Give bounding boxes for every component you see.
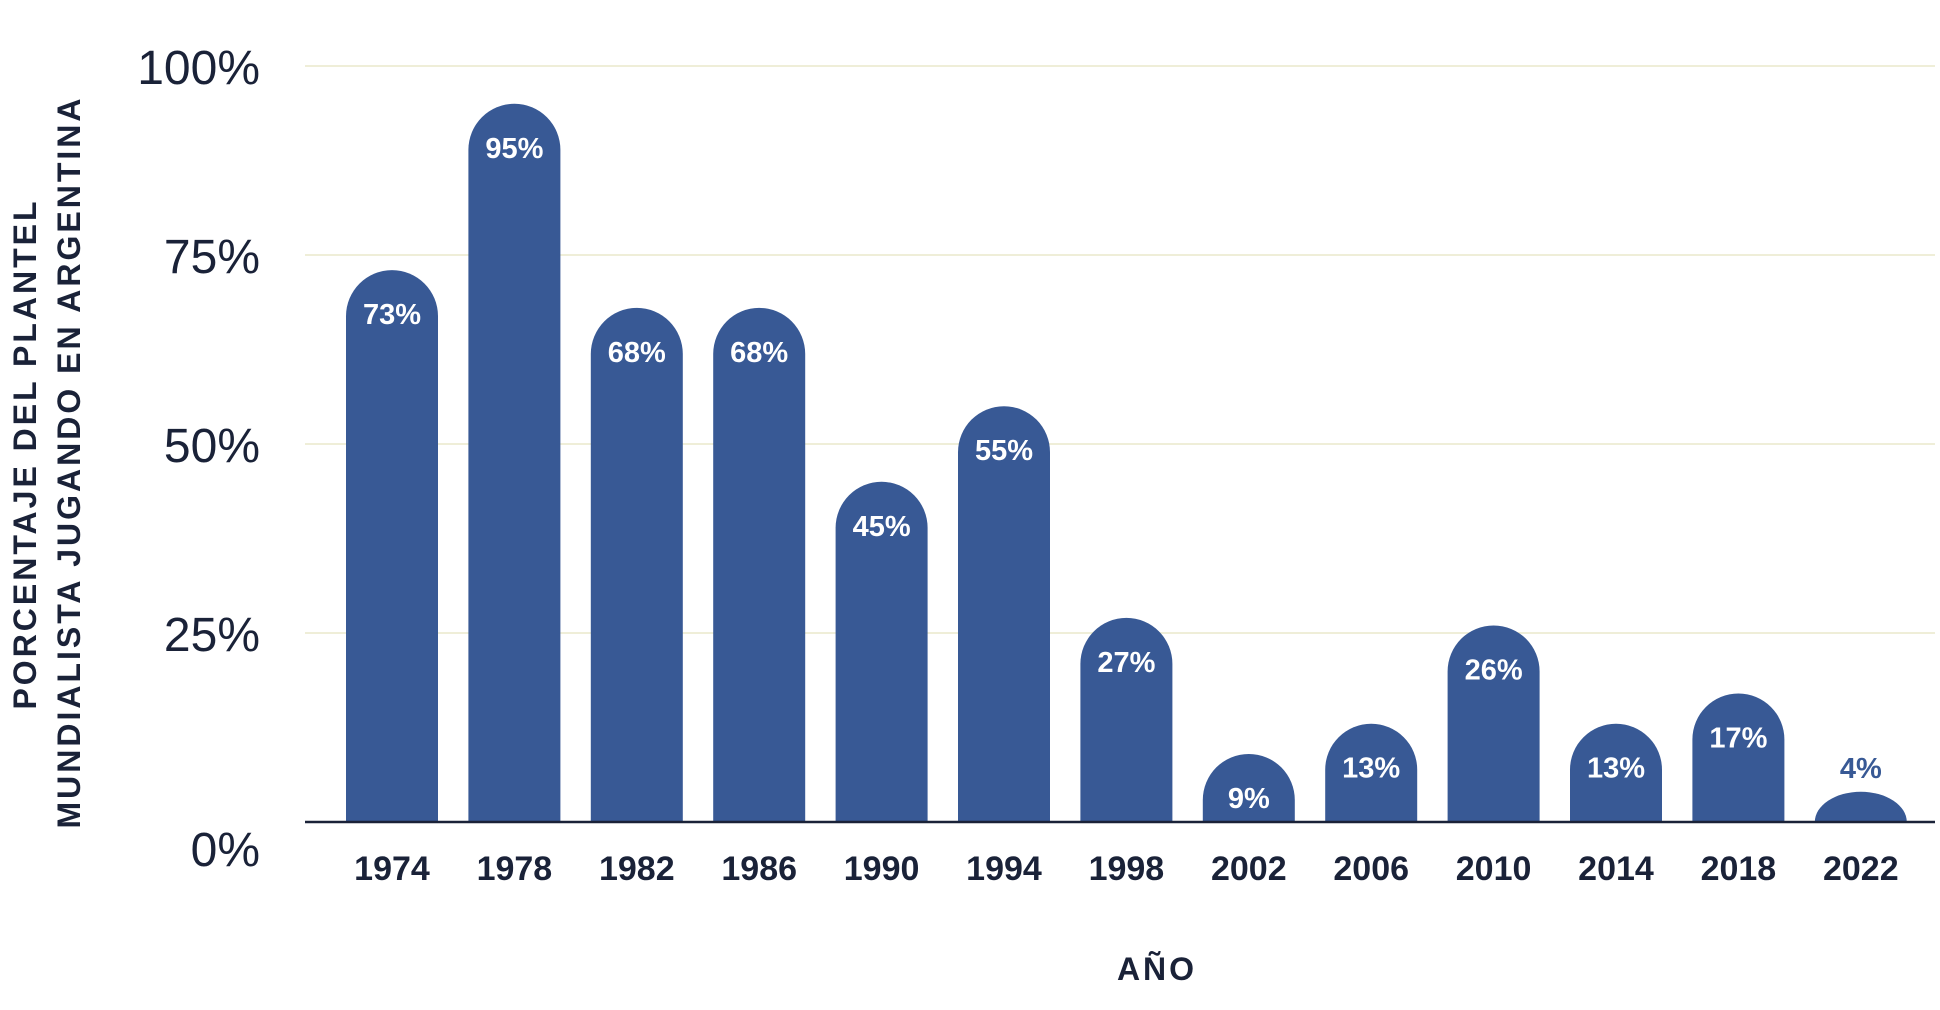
x-tick-label: 1986 [721,850,797,888]
y-axis-title-line-2: MUNDIALISTA JUGANDO EN ARGENTINA [51,95,87,828]
x-tick-label: 1974 [354,850,430,888]
bar-2006 [1325,723,1418,822]
x-tick-label: 1998 [1089,850,1165,888]
bar-value-label: 68% [730,337,788,369]
y-tick-label: 0% [191,824,260,877]
bar-1982 [590,307,683,822]
y-axis-title: PORCENTAJE DEL PLANTEL MUNDIALISTA JUGAN… [7,95,87,828]
bar-1998 [1080,617,1173,822]
x-tick-label: 2022 [1823,850,1899,888]
y-axis-title-line-1: PORCENTAJE DEL PLANTEL [7,198,43,709]
x-tick-label: 1994 [966,850,1042,888]
bar-value-label: 45% [853,511,911,543]
x-tick-label: 2006 [1333,850,1409,888]
bar-2018 [1692,693,1785,822]
bar-value-label: 55% [975,435,1033,467]
x-tick-label: 2002 [1211,850,1287,888]
bar-value-label: 73% [363,299,421,331]
x-tick-label: 1982 [599,850,675,888]
bar-value-label: 68% [608,337,666,369]
bar-value-label: 95% [485,133,543,165]
bar-value-label: 9% [1228,783,1270,815]
x-axis-title: AÑO [1117,951,1197,987]
x-tick-label: 2018 [1701,850,1777,888]
y-tick-label: 25% [164,609,260,662]
bar-2022 [1814,791,1907,822]
bar-value-label: 4% [1840,753,1882,785]
bar-value-label: 13% [1587,753,1645,785]
bar-value-label: 17% [1709,722,1767,754]
bar-1990 [835,481,928,822]
bar-1974 [346,270,438,823]
bar-1986 [713,307,806,822]
y-tick-label: 75% [164,231,260,284]
bar-value-label: 26% [1465,654,1523,686]
bar-1978 [468,103,561,822]
y-axis-ticks: 0% 25% 50% 75% 100% [137,42,260,877]
bar-2002 [1202,753,1295,822]
bar-2014 [1570,723,1662,822]
x-tick-label: 1978 [477,850,553,888]
y-tick-label: 50% [164,420,260,473]
x-axis-ticks: 1974 1978 1982 1986 1990 1994 1998 2002 2006 2010… [354,850,1898,888]
bar-value-label: 27% [1097,647,1155,679]
bar-1994 [958,406,1050,822]
y-tick-label: 100% [137,42,260,95]
x-tick-label: 2014 [1578,850,1654,888]
bar-value-label: 13% [1342,753,1400,785]
bars: 73% 95% 68% 68% 45% 55% 27% 9% 13% 26% 13% 17% 4% [346,103,1907,823]
x-tick-label: 1990 [844,850,920,888]
x-tick-label: 2010 [1456,850,1532,888]
bar-2010 [1447,625,1540,822]
